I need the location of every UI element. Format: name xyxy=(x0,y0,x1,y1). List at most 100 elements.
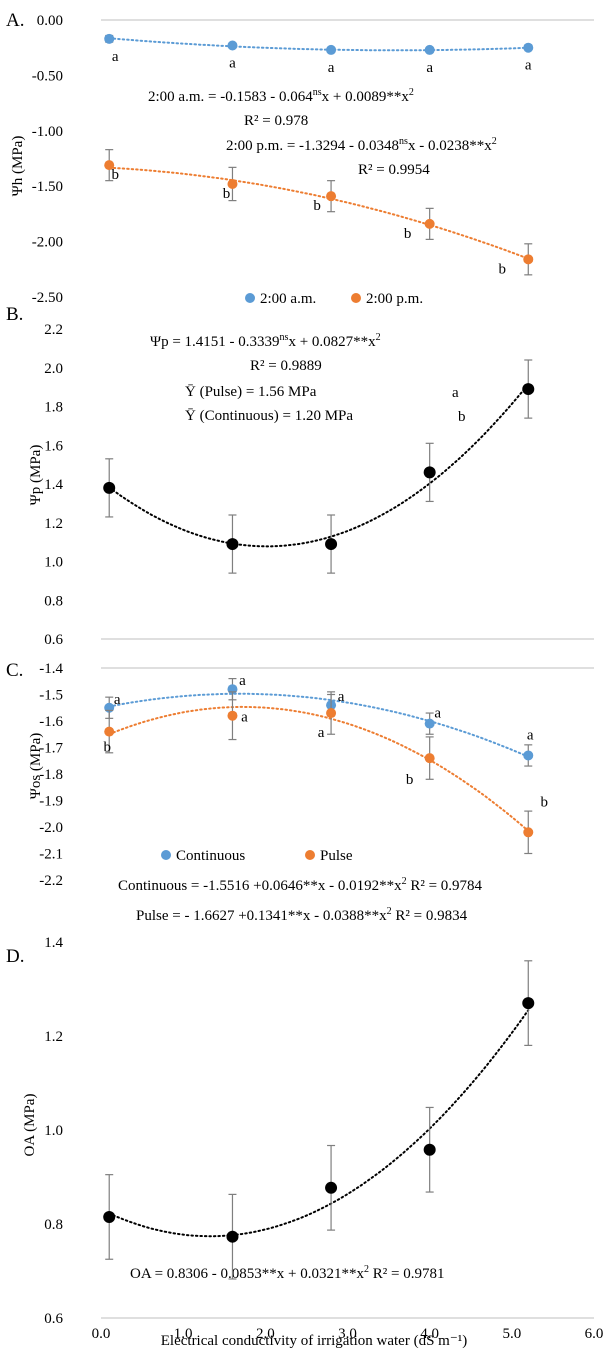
panel-b-mean-continuous-letter: b xyxy=(458,409,466,425)
significance-letter: a xyxy=(318,725,325,741)
panel-c-eq-pulse: Pulse = - 1.6627 +0.1341**x - 0.0388**x2… xyxy=(136,906,468,924)
legend-marker-am xyxy=(245,293,255,303)
data-point xyxy=(424,44,435,55)
x-tick-label: 0.0 xyxy=(92,1326,111,1342)
panel-a-letter: A. xyxy=(6,10,24,31)
x-tick-label: 4.0 xyxy=(420,1326,439,1342)
panel-c-letter: C. xyxy=(6,660,23,681)
significance-letter: a xyxy=(112,49,119,65)
y-tick-label: 2.0 xyxy=(44,361,63,377)
panel-b-mean-pulse-letter: a xyxy=(452,385,459,401)
y-tick-label: -1.9 xyxy=(39,794,63,810)
significance-letter: b xyxy=(111,167,119,183)
data-point xyxy=(523,254,534,265)
data-point xyxy=(523,42,534,53)
legend-marker-pulse xyxy=(305,850,315,860)
data-point xyxy=(227,178,238,189)
y-tick-label: 0.6 xyxy=(44,632,63,648)
significance-letter: b xyxy=(103,740,111,756)
significance-letter: b xyxy=(406,772,414,788)
data-point xyxy=(424,718,435,729)
y-tick-label: 0.8 xyxy=(44,1217,63,1233)
y-tick-label: -1.50 xyxy=(32,179,63,195)
significance-letter: a xyxy=(239,673,246,689)
y-tick-label: 1.4 xyxy=(44,477,63,493)
significance-letter: a xyxy=(241,710,248,726)
significance-letter: a xyxy=(525,58,532,74)
significance-letter: a xyxy=(338,689,345,705)
legend-label-pm: 2:00 p.m. xyxy=(366,291,423,307)
data-point xyxy=(424,218,435,229)
data-point xyxy=(424,753,435,764)
y-tick-label: -1.6 xyxy=(39,714,63,730)
panel-d-letter: D. xyxy=(6,946,24,967)
panel-a-r2-am: R² = 0.978 xyxy=(244,113,308,129)
trendline-pulse xyxy=(108,705,530,832)
trendline-2-00-p-m- xyxy=(108,166,530,260)
y-tick-label: 1.2 xyxy=(44,1029,63,1045)
significance-letter: a xyxy=(114,692,121,708)
panel-b-r2: R² = 0.9889 xyxy=(250,358,322,374)
data-point xyxy=(226,1230,239,1243)
y-tick-label: -1.7 xyxy=(39,741,63,757)
data-point xyxy=(227,710,238,721)
data-point xyxy=(523,827,534,838)
y-tick-label: -2.0 xyxy=(39,820,63,836)
panel-c-eq-continuous: Continuous = -1.5516 +0.0646**x - 0.0192… xyxy=(118,876,483,894)
panel-b-mean-pulse: Ȳ (Pulse) = 1.56 MPa xyxy=(185,384,317,400)
data-point xyxy=(326,191,337,202)
y-tick-label: 0.8 xyxy=(44,593,63,609)
significance-letter: b xyxy=(223,186,231,202)
significance-letter: b xyxy=(499,261,507,277)
y-tick-label: -1.8 xyxy=(39,767,63,783)
x-tick-label: 5.0 xyxy=(502,1326,521,1342)
panel-a-eq-pm: 2:00 p.m. = -1.3294 - 0.0348nsx - 0.0238… xyxy=(226,136,497,154)
data-point xyxy=(104,33,115,44)
panel-b-eq: Ψp = 1.4151 - 0.3339nsx + 0.0827**x2 xyxy=(150,332,381,350)
y-tick-label: 1.4 xyxy=(44,935,63,951)
panel-b-ylabel: Ψp (MPa) xyxy=(28,445,44,506)
data-point xyxy=(522,997,535,1010)
trendline-series xyxy=(108,383,530,548)
y-tick-label: 1.0 xyxy=(44,1123,63,1139)
panel-c-legend: Continuous Pulse xyxy=(161,848,353,864)
panel-a-eq-am: 2:00 a.m. = -0.1583 - 0.064nsx + 0.0089*… xyxy=(148,87,414,105)
data-point xyxy=(326,708,337,719)
y-tick-label: -1.4 xyxy=(39,661,63,677)
y-tick-label: 1.2 xyxy=(44,516,63,532)
legend-label-pulse: Pulse xyxy=(320,848,353,864)
y-tick-label: 1.6 xyxy=(44,438,63,454)
data-point xyxy=(103,1210,116,1223)
significance-letter: b xyxy=(313,198,321,214)
data-point xyxy=(326,44,337,55)
y-tick-label: 1.8 xyxy=(44,400,63,416)
y-tick-label: -1.00 xyxy=(32,124,63,140)
y-tick-label: -2.50 xyxy=(32,290,63,306)
data-point xyxy=(103,481,116,494)
panel-a-legend: 2:00 a.m. 2:00 p.m. xyxy=(245,291,423,307)
x-tick-label: 3.0 xyxy=(338,1326,357,1342)
y-tick-label: 0.00 xyxy=(37,13,63,29)
data-point xyxy=(522,383,535,396)
panel-a-ylabel: Ψh (MPa) xyxy=(10,136,26,197)
legend-marker-pm xyxy=(351,293,361,303)
panel-d-eq: OA = 0.8306 - 0.0853**x + 0.0321**x2 R² … xyxy=(130,1264,444,1282)
significance-letter: b xyxy=(404,226,412,242)
trendline-continuous xyxy=(108,692,530,758)
data-point xyxy=(423,466,436,479)
data-point xyxy=(325,1181,338,1194)
significance-letter: a xyxy=(328,60,335,76)
y-tick-label: 0.6 xyxy=(44,1311,63,1327)
panel-b-mean-continuous: Ȳ (Continuous) = 1.20 MPa xyxy=(185,408,353,424)
panel-c-ylabel: Ψos (MPa) xyxy=(28,733,44,799)
data-point xyxy=(104,726,115,737)
legend-label-am: 2:00 a.m. xyxy=(260,291,316,307)
legend-label-continuous: Continuous xyxy=(176,848,245,864)
significance-letter: a xyxy=(527,727,534,743)
data-point xyxy=(325,538,338,551)
panel-a-r2-pm: R² = 0.9954 xyxy=(358,162,430,178)
trendline-2-00-a-m- xyxy=(108,37,530,52)
panel-d-ylabel: OA (MPa) xyxy=(22,1094,38,1157)
data-point xyxy=(423,1143,436,1156)
